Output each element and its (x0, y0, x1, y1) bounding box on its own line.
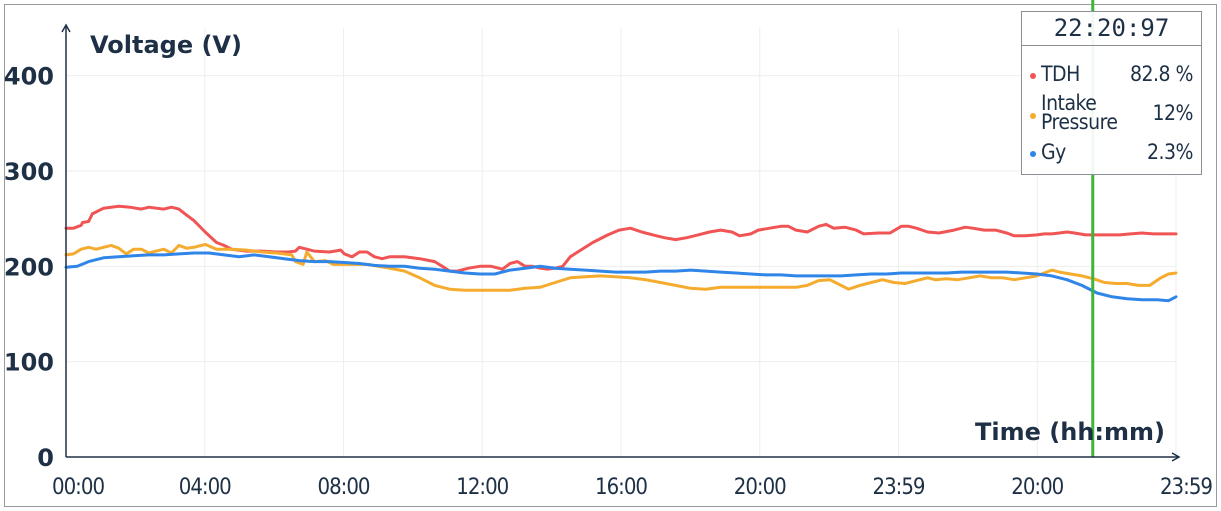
series-line-intake-pressure (64, 242, 1178, 292)
x-tick-label: 12:00 (456, 475, 508, 500)
y-tick-label: 0 (37, 444, 54, 472)
x-tick-label: 08:00 (317, 475, 369, 500)
intake-pressure-legend-dot (1030, 113, 1036, 119)
tooltip-series-name: Intake Pressure (1041, 91, 1118, 134)
tooltip-series-value: 2.3% (1147, 140, 1194, 164)
y-tick-label: 400 (4, 63, 54, 91)
x-tick-label: 04:00 (179, 475, 231, 500)
y-axis-arrow (61, 23, 71, 33)
tick-labels: 0 100 200 300 400 00:00 04:00 08:00 12:00 16:00 20… (4, 63, 1214, 500)
tdh-legend-dot (1030, 73, 1036, 79)
y-axis-label: Voltage (V) (90, 31, 242, 59)
x-tick-label: 20:00 (1011, 475, 1063, 500)
x-axis-arrow (1171, 452, 1181, 462)
series-line-gy (64, 251, 1178, 303)
chart-frame (4, 4, 1217, 507)
tooltip-series-value: 82.8 % (1129, 62, 1194, 86)
x-tick-label: 20:00 (734, 475, 786, 500)
y-tick-label: 100 (4, 349, 54, 377)
tooltip-panel: 22:20:97 TDH 82.8 % Intake Pressure 12% … (1021, 11, 1202, 175)
x-axis-label: Time (hh:mm) (975, 418, 1165, 446)
tooltip-series-name: TDH (1041, 62, 1080, 86)
tooltip-series-value: 12% (1152, 101, 1194, 125)
x-tick-label: 23:59 (872, 475, 924, 500)
tooltip-row-intake-pressure: Intake Pressure 12% (1022, 91, 1201, 136)
tooltip-time: 22:20:97 (1022, 12, 1201, 46)
series-line-tdh (64, 204, 1178, 273)
x-tick-label: 00:00 (52, 475, 104, 500)
y-tick-label: 200 (4, 253, 54, 281)
x-tick-label: 23:59 (1160, 475, 1212, 500)
y-tick-label: 300 (4, 158, 54, 186)
tooltip-series-name: Gy (1041, 140, 1066, 164)
gy-legend-dot (1030, 151, 1036, 157)
grid-lines (66, 28, 1177, 457)
series-lines (64, 204, 1178, 303)
x-tick-label: 16:00 (595, 475, 647, 500)
axes (61, 23, 1181, 462)
